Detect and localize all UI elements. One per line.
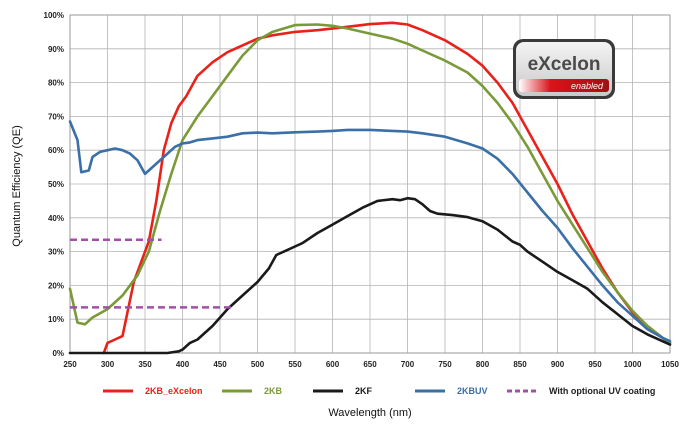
series-line-2kf (68, 196, 672, 355)
series-line-2kb-excelon (102, 21, 672, 355)
y-tick-label: 50% (48, 180, 64, 189)
excelon-logo: eXcelon enabled (513, 39, 615, 99)
legend-label: 2KB (264, 386, 283, 396)
y-tick-label: 0% (52, 349, 64, 358)
y-tick-label: 60% (48, 146, 64, 155)
y-axis-title: Quantum Efficiency (QE) (11, 125, 23, 246)
series-lines (68, 21, 672, 355)
y-tick-label: 70% (48, 112, 64, 121)
legend-label: 2KB_eXcelon (145, 386, 203, 396)
y-tick-label: 30% (48, 248, 64, 257)
axes: 250 300 350 400 450 500 550 600 650 700 750 800 850 9… (44, 11, 680, 369)
legend-item: 2KF (313, 386, 373, 396)
plot-frame (69, 14, 671, 354)
legend-item: With optional UV coating (507, 386, 655, 396)
x-tick-label: 350 (138, 360, 152, 369)
x-tick-label: 550 (288, 360, 302, 369)
y-tick-label: 100% (44, 11, 64, 20)
x-tick-label: 1000 (624, 360, 642, 369)
legend-label: With optional UV coating (549, 386, 655, 396)
x-tick-label: 650 (363, 360, 377, 369)
x-tick-label: 850 (513, 360, 527, 369)
logo-text: eXcelon (528, 54, 601, 75)
x-tick-label: 700 (401, 360, 415, 369)
x-tick-label: 1050 (661, 360, 679, 369)
x-tick-label: 400 (176, 360, 190, 369)
legend-label: 2KBUV (457, 386, 488, 396)
x-tick-label: 300 (101, 360, 115, 369)
y-tick-label: 90% (48, 45, 64, 54)
x-tick-label: 250 (63, 360, 77, 369)
y-tick-label: 10% (48, 315, 64, 324)
x-tick-label: 900 (551, 360, 565, 369)
series-line-2kbuv (68, 120, 672, 343)
x-axis-title: Wavelength (nm) (328, 407, 411, 419)
logo-subtext: enabled (571, 81, 604, 91)
legend-item: 2KB_eXcelon (103, 386, 203, 396)
y-tick-label: 80% (48, 79, 64, 88)
legend: 2KB_eXcelon 2KB 2KF 2KBUV With optional UV c… (103, 386, 655, 396)
y-tick-label: 20% (48, 281, 64, 290)
legend-item: 2KB (222, 386, 283, 396)
x-tick-label: 500 (251, 360, 265, 369)
x-tick-label: 450 (213, 360, 227, 369)
x-tick-label: 600 (326, 360, 340, 369)
x-tick-label: 750 (438, 360, 452, 369)
y-tick-label: 40% (48, 214, 64, 223)
legend-item: 2KBUV (415, 386, 488, 396)
series-line-2kb (68, 23, 672, 345)
x-tick-label: 800 (476, 360, 490, 369)
legend-label: 2KF (355, 386, 373, 396)
x-tick-label: 950 (588, 360, 602, 369)
